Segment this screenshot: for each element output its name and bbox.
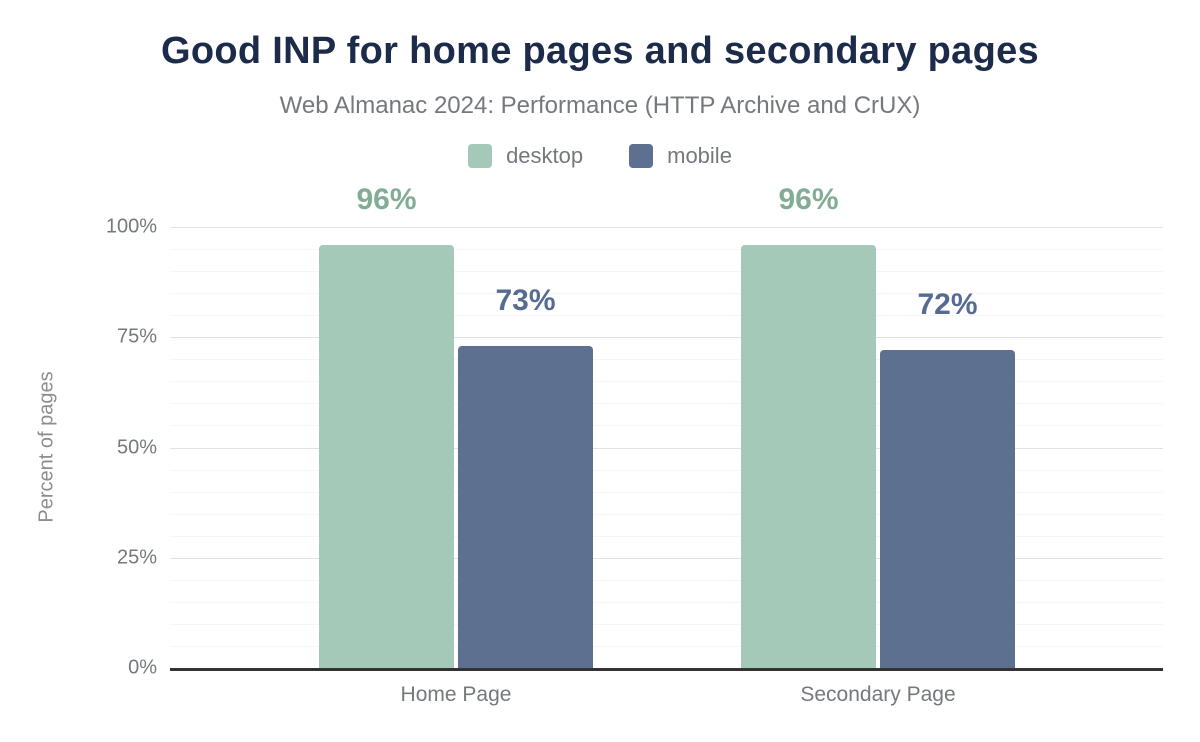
legend-item-mobile: mobile xyxy=(629,143,732,169)
gridline xyxy=(170,381,1163,383)
plot-area: 0% 25% 50% 75% 100% 96% 73% Home Page 96% 72% Seco… xyxy=(106,184,1163,706)
gridline xyxy=(170,249,1163,251)
desktop-value-label: 96% xyxy=(778,182,839,216)
legend: desktop mobile xyxy=(0,143,1200,169)
gridline xyxy=(170,645,1163,647)
y-axis-title: Percent of pages xyxy=(35,371,58,523)
mobile-bar xyxy=(880,350,1015,668)
desktop-bar xyxy=(319,244,454,668)
y-tick-label: 0% xyxy=(128,656,157,679)
mobile-legend-swatch xyxy=(629,144,654,168)
chart-subtitle: Web Almanac 2024: Performance (HTTP Arch… xyxy=(279,92,921,119)
desktop-bar xyxy=(741,244,876,668)
gridline xyxy=(170,579,1163,581)
mobile-bar xyxy=(458,346,593,668)
desktop-value-label: 96% xyxy=(356,182,417,216)
y-tick-label: 50% xyxy=(116,436,157,458)
y-tick-label: 25% xyxy=(116,546,157,569)
gridline xyxy=(170,535,1163,537)
desktop-legend-swatch xyxy=(468,144,493,168)
gridline xyxy=(170,469,1163,471)
gridline xyxy=(170,227,1163,228)
gridline xyxy=(170,403,1163,405)
gridline xyxy=(170,359,1163,361)
y-tick-label: 100% xyxy=(105,215,157,238)
gridline xyxy=(170,601,1163,603)
gridline xyxy=(170,293,1163,295)
x-category-label: Home Page xyxy=(400,683,512,706)
y-tick-label: 75% xyxy=(116,325,157,348)
x-category-label: Secondary Page xyxy=(800,683,956,706)
gridline xyxy=(170,623,1163,625)
gridline xyxy=(170,315,1163,317)
gridline xyxy=(170,491,1163,493)
mobile-value-label: 72% xyxy=(917,288,978,322)
gridline xyxy=(170,425,1163,427)
gridline xyxy=(170,337,1163,339)
mobile-value-label: 73% xyxy=(495,284,556,318)
gridline xyxy=(170,513,1163,515)
gridline xyxy=(170,447,1163,449)
gridline xyxy=(170,271,1163,273)
legend-item-desktop: desktop xyxy=(468,143,583,169)
legend-label: desktop xyxy=(506,143,584,168)
gridline xyxy=(170,557,1163,559)
legend-label: mobile xyxy=(667,143,732,168)
chart-title: Good INP for home pages and secondary pa… xyxy=(161,30,1039,72)
